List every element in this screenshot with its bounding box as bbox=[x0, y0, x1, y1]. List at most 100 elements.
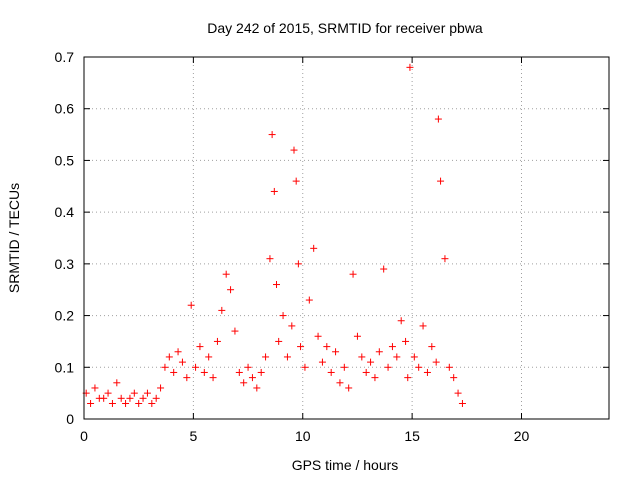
data-point bbox=[143, 389, 151, 397]
data-point bbox=[196, 343, 204, 351]
data-points bbox=[82, 63, 466, 407]
data-point bbox=[445, 363, 453, 371]
data-point bbox=[404, 374, 412, 382]
data-point bbox=[397, 317, 405, 325]
x-tick-label: 20 bbox=[514, 428, 530, 444]
data-point bbox=[327, 368, 335, 376]
data-point bbox=[227, 286, 235, 294]
x-tick-label: 15 bbox=[404, 428, 420, 444]
data-point bbox=[148, 399, 156, 407]
data-point bbox=[380, 265, 388, 273]
data-point bbox=[248, 374, 256, 382]
data-point bbox=[384, 363, 392, 371]
data-point bbox=[428, 343, 436, 351]
data-point bbox=[170, 368, 178, 376]
data-point bbox=[209, 374, 217, 382]
data-point bbox=[268, 131, 276, 139]
data-point bbox=[218, 306, 226, 314]
data-point bbox=[130, 389, 138, 397]
data-point bbox=[183, 374, 191, 382]
data-point bbox=[371, 374, 379, 382]
data-point bbox=[434, 115, 442, 123]
data-point bbox=[294, 260, 302, 268]
data-point bbox=[275, 337, 283, 345]
data-point bbox=[205, 353, 213, 361]
data-point bbox=[388, 343, 396, 351]
data-point bbox=[104, 389, 112, 397]
chart-title: Day 242 of 2015, SRMTID for receiver pbw… bbox=[207, 20, 483, 36]
data-point bbox=[419, 322, 427, 330]
data-point bbox=[157, 384, 165, 392]
data-point bbox=[279, 312, 287, 320]
data-point bbox=[458, 399, 466, 407]
data-point bbox=[235, 368, 243, 376]
data-point bbox=[244, 363, 252, 371]
data-point bbox=[152, 394, 160, 402]
data-point bbox=[100, 394, 108, 402]
data-point bbox=[297, 343, 305, 351]
data-point bbox=[262, 353, 270, 361]
x-axis-ticks: 0 5 10 15 20 bbox=[80, 57, 529, 444]
data-point bbox=[91, 384, 99, 392]
data-point bbox=[108, 399, 116, 407]
data-point bbox=[222, 270, 230, 278]
data-point bbox=[231, 327, 239, 335]
y-axis-label: SRMTID / TECUs bbox=[6, 183, 22, 293]
plot-frame bbox=[83, 56, 610, 420]
x-tick-label: 0 bbox=[80, 428, 88, 444]
data-point bbox=[415, 363, 423, 371]
data-point bbox=[375, 348, 383, 356]
data-point bbox=[117, 394, 125, 402]
data-point bbox=[423, 368, 431, 376]
y-tick-label: 0 bbox=[66, 411, 74, 427]
y-tick-label: 0.2 bbox=[55, 308, 75, 324]
data-point bbox=[253, 384, 261, 392]
data-point bbox=[340, 363, 348, 371]
data-point bbox=[305, 296, 313, 304]
y-tick-label: 0.6 bbox=[55, 101, 75, 117]
data-point bbox=[288, 322, 296, 330]
data-point bbox=[87, 399, 95, 407]
data-point bbox=[450, 374, 458, 382]
x-tick-label: 10 bbox=[295, 428, 311, 444]
data-point bbox=[113, 379, 121, 387]
data-point bbox=[257, 368, 265, 376]
data-point bbox=[292, 177, 300, 185]
y-tick-label: 0.7 bbox=[55, 49, 75, 65]
data-point bbox=[332, 348, 340, 356]
data-point bbox=[410, 353, 418, 361]
data-point bbox=[402, 337, 410, 345]
data-point bbox=[349, 270, 357, 278]
data-point bbox=[165, 353, 173, 361]
data-point bbox=[441, 255, 449, 263]
data-point bbox=[318, 358, 326, 366]
data-point bbox=[393, 353, 401, 361]
data-point bbox=[323, 343, 331, 351]
data-point bbox=[135, 399, 143, 407]
y-tick-label: 0.1 bbox=[55, 359, 75, 375]
data-point bbox=[122, 399, 130, 407]
data-point bbox=[192, 363, 200, 371]
data-point bbox=[406, 63, 414, 71]
data-point bbox=[336, 379, 344, 387]
y-axis-ticks: 0 0.1 0.2 0.3 0.4 0.5 0.6 0.7 bbox=[55, 49, 609, 427]
data-point bbox=[200, 368, 208, 376]
data-point bbox=[314, 332, 322, 340]
data-point bbox=[126, 394, 134, 402]
data-point bbox=[161, 363, 169, 371]
data-point bbox=[353, 332, 361, 340]
data-point bbox=[362, 368, 370, 376]
y-tick-label: 0.4 bbox=[55, 204, 75, 220]
grid-lines bbox=[84, 57, 609, 419]
data-point bbox=[454, 389, 462, 397]
data-point bbox=[213, 337, 221, 345]
data-point bbox=[437, 177, 445, 185]
data-point bbox=[273, 281, 280, 289]
y-tick-label: 0.3 bbox=[55, 256, 75, 272]
data-point bbox=[367, 358, 375, 366]
data-point bbox=[345, 384, 353, 392]
data-point bbox=[432, 358, 440, 366]
data-point bbox=[310, 244, 318, 252]
data-point bbox=[240, 379, 248, 387]
